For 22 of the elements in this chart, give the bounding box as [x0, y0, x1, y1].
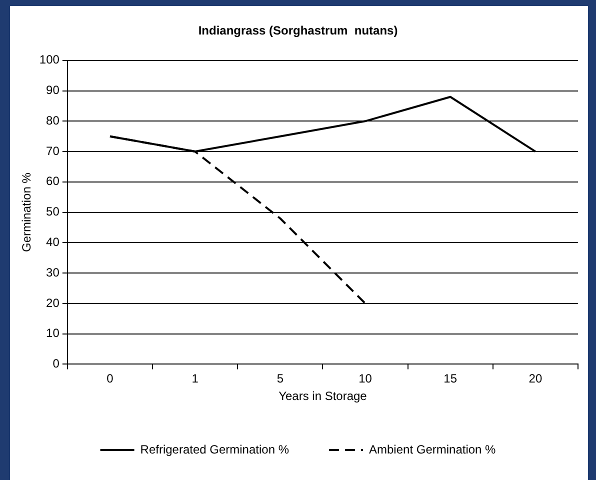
- y-tick-label: 90: [46, 83, 60, 98]
- x-axis-title: Years in Storage: [278, 389, 368, 404]
- x-tick-label: 15: [444, 372, 458, 386]
- legend-label: Refrigerated Germination %: [140, 442, 290, 456]
- y-tick-label: 60: [46, 174, 60, 188]
- x-tick-label: 0: [106, 372, 114, 386]
- y-tick-label: 50: [46, 204, 60, 219]
- y-tick-label: 10: [46, 326, 60, 340]
- y-tick-label: 70: [46, 144, 60, 158]
- x-tick-label: 1: [192, 372, 199, 386]
- x-tick-label: 5: [276, 372, 284, 386]
- chart-title: Indiangrass (Sorghastrum nutans): [198, 24, 398, 38]
- y-tick-label: 0: [52, 356, 60, 371]
- y-tick-label: 40: [46, 234, 60, 249]
- legend-label: Ambient Germination %: [369, 442, 496, 456]
- y-tick-label: 100: [39, 52, 60, 67]
- y-tick-label: 30: [46, 265, 60, 280]
- y-axis-title: Germination %: [20, 172, 34, 252]
- y-tick-label: 20: [46, 296, 60, 310]
- y-tick-label: 80: [46, 113, 60, 128]
- x-tick-label: 10: [358, 372, 372, 386]
- x-tick-label: 20: [528, 372, 542, 386]
